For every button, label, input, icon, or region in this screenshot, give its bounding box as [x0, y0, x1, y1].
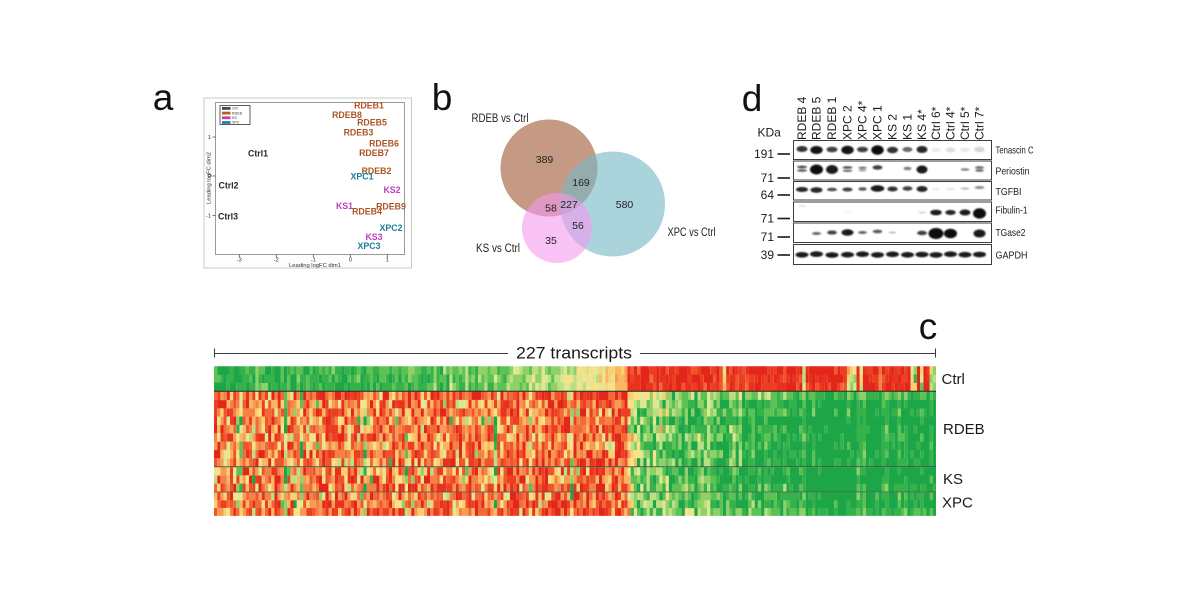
svg-text:RDEB3: RDEB3: [344, 128, 374, 138]
svg-text:RDEB 1: RDEB 1: [825, 96, 839, 140]
svg-text:RDEB 4: RDEB 4: [795, 96, 809, 140]
svg-text:GAPDH: GAPDH: [996, 250, 1028, 262]
svg-text:Ctrl: Ctrl: [232, 107, 238, 111]
svg-text:71: 71: [761, 171, 775, 185]
svg-text:1: 1: [208, 135, 211, 141]
svg-text:RDEB1: RDEB1: [354, 101, 384, 111]
svg-text:389: 389: [536, 154, 554, 166]
svg-text:KS1: KS1: [336, 201, 353, 211]
svg-text:XPC1: XPC1: [351, 172, 374, 182]
svg-text:KS2: KS2: [383, 185, 400, 195]
svg-text:c: c: [919, 306, 938, 347]
svg-text:Periostin: Periostin: [996, 166, 1030, 178]
svg-text:0: 0: [349, 257, 352, 263]
svg-text:1: 1: [386, 257, 389, 263]
svg-text:Fibulin-1: Fibulin-1: [996, 205, 1028, 217]
svg-text:KS: KS: [943, 471, 963, 488]
svg-text:-2: -2: [274, 257, 279, 263]
svg-text:KS 2: KS 2: [886, 114, 900, 140]
svg-text:-3: -3: [237, 257, 242, 263]
svg-text:RDEB6: RDEB6: [369, 139, 399, 149]
svg-text:KDa: KDa: [758, 126, 782, 140]
svg-text:227 transcripts: 227 transcripts: [516, 345, 632, 363]
svg-text:TGase2: TGase2: [996, 227, 1026, 239]
svg-text:a: a: [153, 77, 174, 118]
svg-text:XPC: XPC: [942, 495, 973, 512]
svg-text:Ctrl 4*: Ctrl 4*: [944, 106, 958, 140]
svg-text:Ctrl 7*: Ctrl 7*: [973, 106, 987, 140]
svg-text:Ctrl1: Ctrl1: [248, 149, 268, 159]
svg-text:Ctrl 6*: Ctrl 6*: [929, 106, 943, 140]
svg-text:Ctrl3: Ctrl3: [218, 212, 238, 222]
svg-text:Leading logFC dim1: Leading logFC dim1: [289, 263, 341, 269]
svg-text:XPC 1: XPC 1: [871, 105, 885, 140]
svg-text:RDEB 5: RDEB 5: [810, 96, 824, 140]
svg-text:KS vs Ctrl: KS vs Ctrl: [476, 243, 520, 255]
svg-text:RDEB vs Ctrl: RDEB vs Ctrl: [472, 113, 529, 125]
svg-text:Ctrl 5*: Ctrl 5*: [958, 106, 972, 140]
svg-text:TGFBI: TGFBI: [996, 186, 1022, 198]
svg-text:71: 71: [761, 230, 775, 244]
svg-text:35: 35: [545, 235, 557, 247]
svg-text:RDEB: RDEB: [943, 421, 985, 438]
svg-text:b: b: [432, 77, 453, 118]
svg-text:KS 4*: KS 4*: [915, 109, 929, 140]
svg-text:191: 191: [754, 147, 774, 161]
svg-text:64: 64: [761, 188, 775, 202]
svg-text:XPC 2: XPC 2: [841, 105, 855, 140]
svg-text:Tenascin C: Tenascin C: [996, 145, 1034, 157]
svg-text:RDEB2: RDEB2: [362, 166, 392, 176]
svg-text:169: 169: [572, 177, 590, 189]
svg-text:RDEB7: RDEB7: [359, 148, 389, 158]
svg-text:XPC 4*: XPC 4*: [856, 100, 870, 140]
svg-text:58: 58: [545, 203, 557, 215]
svg-text:XPC2: XPC2: [380, 223, 403, 233]
svg-text:KS 1: KS 1: [901, 114, 915, 140]
svg-text:Leading logFC dim2: Leading logFC dim2: [207, 152, 213, 204]
svg-text:RDEB5: RDEB5: [357, 118, 387, 128]
svg-text:XPC vs Ctrl: XPC vs Ctrl: [668, 227, 716, 239]
svg-text:71: 71: [761, 212, 775, 226]
svg-text:RDEB4: RDEB4: [352, 207, 382, 217]
svg-text:RDEB9: RDEB9: [376, 202, 406, 212]
svg-text:XPC: XPC: [232, 121, 240, 125]
svg-text:-1: -1: [206, 214, 211, 220]
svg-text:KS3: KS3: [365, 232, 382, 242]
svg-text:0: 0: [208, 174, 211, 180]
svg-text:Ctrl2: Ctrl2: [218, 181, 238, 191]
svg-text:580: 580: [616, 199, 634, 211]
svg-text:KS: KS: [232, 116, 237, 120]
svg-text:56: 56: [572, 220, 584, 232]
svg-text:-1: -1: [311, 257, 316, 263]
svg-text:227: 227: [560, 199, 578, 211]
svg-text:d: d: [742, 78, 763, 119]
svg-text:39: 39: [761, 248, 775, 262]
svg-text:RDEB: RDEB: [232, 111, 243, 115]
svg-text:RDEB8: RDEB8: [332, 110, 362, 120]
svg-text:XPC3: XPC3: [358, 241, 381, 251]
svg-text:Ctrl: Ctrl: [942, 371, 965, 388]
